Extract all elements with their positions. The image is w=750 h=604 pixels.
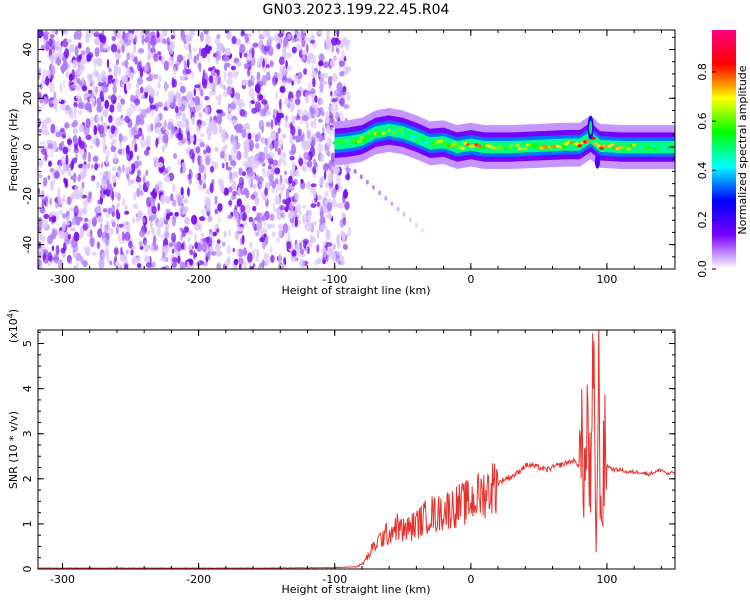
noise-speckles [38, 30, 353, 269]
spectral-ridge [332, 108, 675, 233]
spectrogram-y-ticks: -40 -20 0 20 40 [21, 36, 675, 270]
spectrogram-x-ticks: -300 -200 -100 0 100 [50, 30, 662, 286]
snr-panel: -300 -200 -100 0 100 0 1 2 3 4 5 Height of straig… [6, 309, 676, 596]
y-tick-label: 40 [21, 43, 34, 57]
x-tick-label: -200 [186, 573, 211, 586]
x-tick-label: 0 [467, 273, 474, 286]
figure-title: GN03.2023.199.22.45.R04 [263, 2, 450, 18]
x-tick-label: -200 [186, 273, 211, 286]
colorbar-ticks: 0.0 0.2 0.4 0.6 0.8 [696, 63, 716, 278]
x-tick-label: 100 [596, 273, 617, 286]
colorbar-tick-label: 0.8 [696, 63, 709, 81]
x-tick-label: -300 [50, 573, 75, 586]
y-tick-label: 1 [21, 520, 34, 527]
snr-frame [37, 329, 676, 570]
y-tick-label: -40 [21, 236, 34, 254]
snr-y-label: SNR (10 * v/v) [7, 411, 20, 489]
x-tick-label: -300 [50, 273, 75, 286]
x-tick-label: 0 [467, 573, 474, 586]
x-tick-label: -100 [322, 573, 347, 586]
y-tick-label: 2 [21, 475, 34, 482]
colorbar: 0.0 0.2 0.4 0.6 0.8 Normalized spectral ampl… [696, 30, 749, 278]
y-tick-label: -20 [21, 187, 34, 205]
snr-y-multiplier: (x104) [6, 309, 20, 343]
y-tick-label: 5 [21, 340, 34, 347]
snr-x-ticks: -300 -200 -100 0 100 [50, 330, 662, 586]
y-tick-label: 4 [21, 385, 34, 392]
y-tick-label: 0 [21, 144, 34, 151]
spectrogram-x-label: Height of straight line (km) [281, 284, 430, 297]
x-tick-label: 100 [596, 573, 617, 586]
spectrogram-frame [37, 29, 676, 270]
y-tick-label: 20 [21, 91, 34, 105]
colorbar-gradient [712, 30, 736, 269]
colorbar-tick-label: 0.4 [696, 162, 709, 180]
snr-series-line [38, 330, 675, 569]
spectrogram-image [38, 30, 675, 269]
y-tick-label: 0 [21, 566, 34, 573]
colorbar-label: Normalized spectral amplitude [736, 65, 749, 234]
y-tick-label: 3 [21, 430, 34, 437]
colorbar-tick-label: 0.0 [696, 260, 709, 278]
colorbar-tick-label: 0.2 [696, 211, 709, 229]
x-tick-label: -100 [322, 273, 347, 286]
snr-y-ticks: 0 1 2 3 4 5 [21, 331, 675, 573]
snr-x-label: Height of straight line (km) [281, 583, 430, 596]
colorbar-tick-label: 0.6 [696, 112, 709, 130]
spectrogram-y-label: Frequency (Hz) [7, 109, 20, 192]
